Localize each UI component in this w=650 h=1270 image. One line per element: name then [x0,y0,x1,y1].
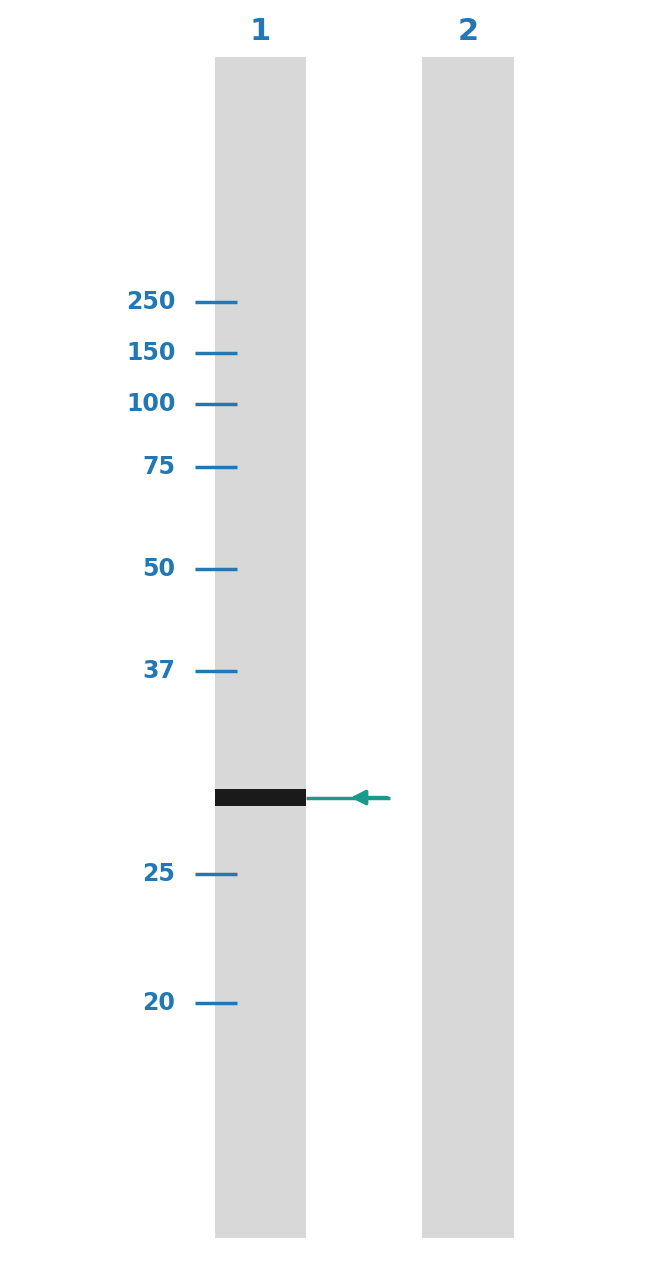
Bar [422,57,514,1238]
Text: 25: 25 [142,862,176,885]
Text: 100: 100 [126,392,176,415]
Text: 75: 75 [142,456,176,479]
Bar [214,57,306,1238]
Text: 37: 37 [142,659,176,682]
Text: 150: 150 [126,342,176,364]
Text: 250: 250 [126,291,176,314]
Text: 20: 20 [142,992,176,1015]
Text: 50: 50 [142,558,176,580]
Bar [214,790,306,806]
Text: 1: 1 [250,18,270,46]
Text: 2: 2 [458,18,478,46]
